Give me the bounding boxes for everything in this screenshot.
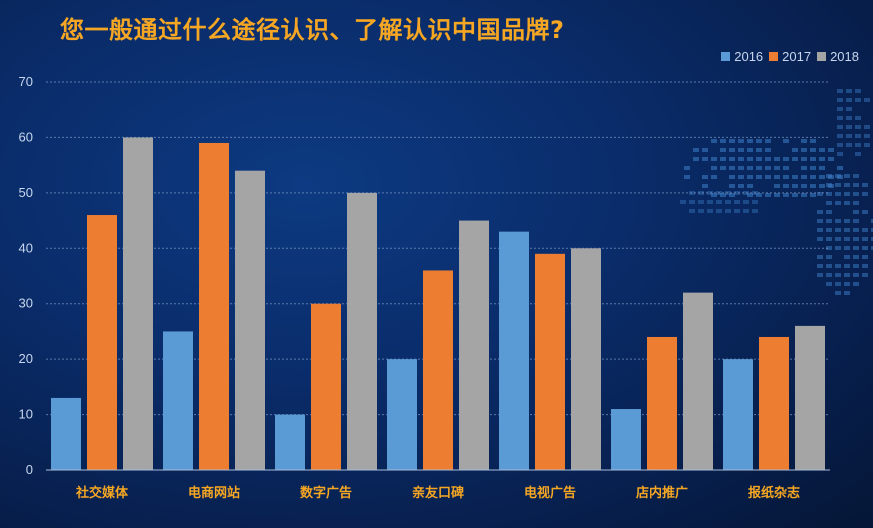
bar-2016-6 <box>723 359 753 470</box>
bar-2016-4 <box>499 232 529 470</box>
x-category-label: 报纸杂志 <box>748 485 800 501</box>
bar-2017-5 <box>647 337 677 470</box>
y-tick-label: 0 <box>26 462 33 477</box>
x-category-label: 亲友口碑 <box>412 485 464 501</box>
bar-2018-3 <box>459 221 489 470</box>
bar-2016-3 <box>387 359 417 470</box>
bar-2016-2 <box>275 415 305 470</box>
x-category-label: 店内推广 <box>636 485 688 501</box>
y-tick-label: 20 <box>19 351 33 366</box>
y-tick-label: 40 <box>19 240 33 255</box>
bar-2018-6 <box>795 326 825 470</box>
bar-2016-1 <box>163 331 193 470</box>
bar-2018-2 <box>347 193 377 470</box>
y-tick-label: 10 <box>19 407 33 422</box>
x-category-label: 电商网站 <box>188 485 240 501</box>
bar-2017-4 <box>535 254 565 470</box>
bar-2017-2 <box>311 304 341 470</box>
y-tick-label: 30 <box>19 296 33 311</box>
y-axis: 0 10 20 30 40 50 60 70 <box>19 74 33 477</box>
bar-2018-1 <box>235 171 265 470</box>
bar-2016-0 <box>51 398 81 470</box>
y-tick-label: 60 <box>19 129 33 144</box>
x-axis: 社交媒体 电商网站 数字广告 亲友口碑 电视广告 店内推广 报纸杂志 <box>46 470 830 501</box>
y-tick-label: 50 <box>19 185 33 200</box>
y-tick-label: 70 <box>19 74 33 89</box>
x-category-label: 电视广告 <box>524 485 576 501</box>
bar-2018-5 <box>683 293 713 470</box>
bar-2018-4 <box>571 248 601 470</box>
bar-2017-3 <box>423 270 453 470</box>
x-category-label: 数字广告 <box>300 485 352 501</box>
bar-2017-0 <box>87 215 117 470</box>
bar-2016-5 <box>611 409 641 470</box>
x-category-label: 社交媒体 <box>75 485 129 501</box>
bar-2018-0 <box>123 137 153 470</box>
bar-2017-1 <box>199 143 229 470</box>
bar-2017-6 <box>759 337 789 470</box>
